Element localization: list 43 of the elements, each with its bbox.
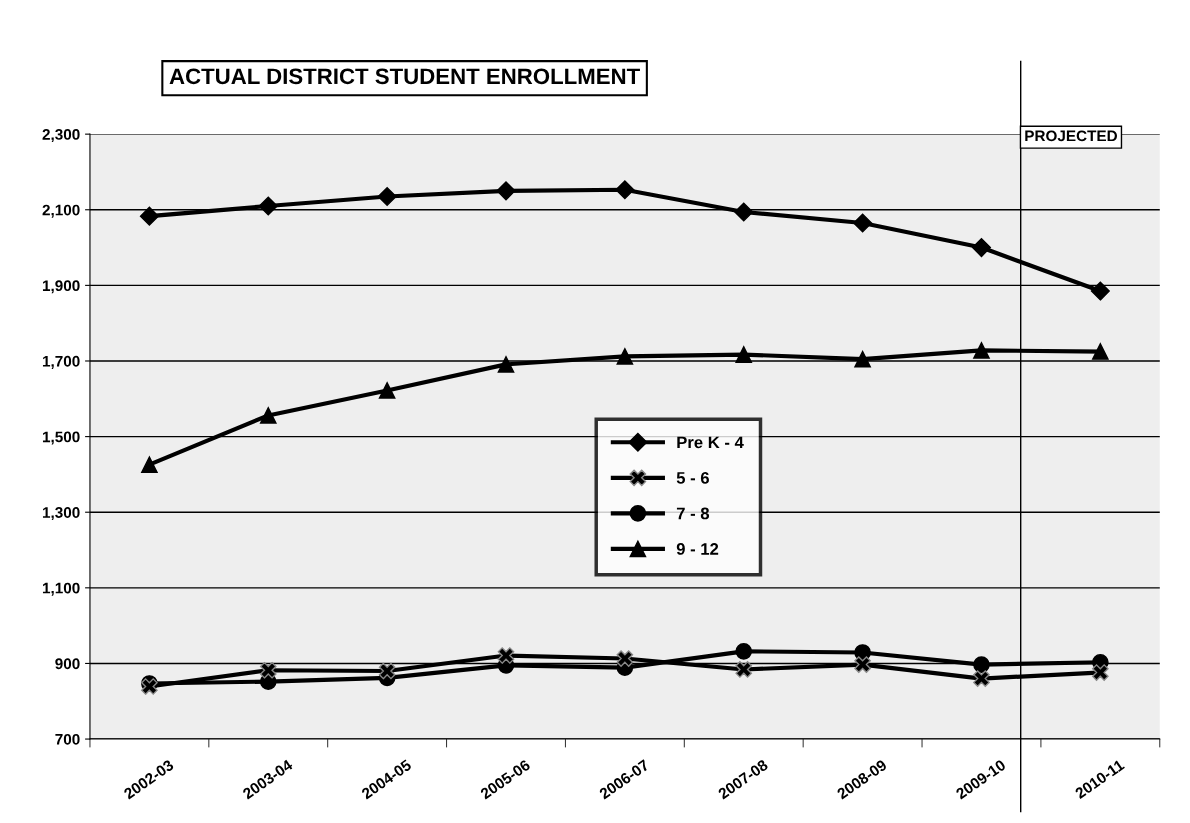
point	[971, 238, 992, 258]
point	[854, 656, 871, 673]
point	[615, 180, 635, 200]
point	[259, 407, 277, 424]
point	[616, 650, 634, 667]
y-tick-label: 1,300	[42, 507, 80, 521]
y-tick-label: 1,700	[42, 355, 80, 369]
point	[735, 661, 753, 678]
point	[258, 196, 278, 216]
point	[973, 670, 990, 687]
point	[378, 662, 396, 680]
y-tick-label: 1,900	[42, 280, 80, 294]
y-tick-label: 900	[55, 658, 80, 670]
annotation: PROJECTED	[1025, 130, 1118, 142]
point	[496, 181, 516, 201]
point	[497, 647, 515, 664]
point	[735, 346, 753, 363]
legend-label: Pre K - 4	[677, 436, 744, 449]
y-tick-label: 700	[55, 733, 80, 745]
point	[259, 661, 277, 679]
legend-label: 7 - 8	[676, 507, 710, 520]
point	[735, 643, 753, 660]
point	[973, 656, 990, 673]
legend-label: 5 - 6	[676, 472, 709, 484]
point	[616, 348, 634, 365]
y-tick-label: 1,100	[42, 582, 80, 596]
point	[139, 206, 159, 226]
y-tick-label: 1,500	[42, 431, 80, 445]
point	[734, 202, 754, 222]
point	[1090, 281, 1110, 301]
y-tick-label: 2,300	[42, 129, 80, 143]
y-tick-label: 2,100	[42, 204, 80, 218]
point	[1092, 664, 1109, 681]
point	[973, 342, 990, 359]
point	[853, 213, 873, 233]
point	[854, 350, 871, 368]
chart-title: ACTUAL DISTRICT STUDENT ENROLLMENT	[169, 68, 640, 85]
point	[377, 186, 397, 207]
legend-label: 9 - 12	[676, 543, 719, 555]
point	[378, 382, 396, 399]
point	[141, 456, 158, 473]
point	[497, 356, 515, 373]
point	[1092, 343, 1109, 360]
